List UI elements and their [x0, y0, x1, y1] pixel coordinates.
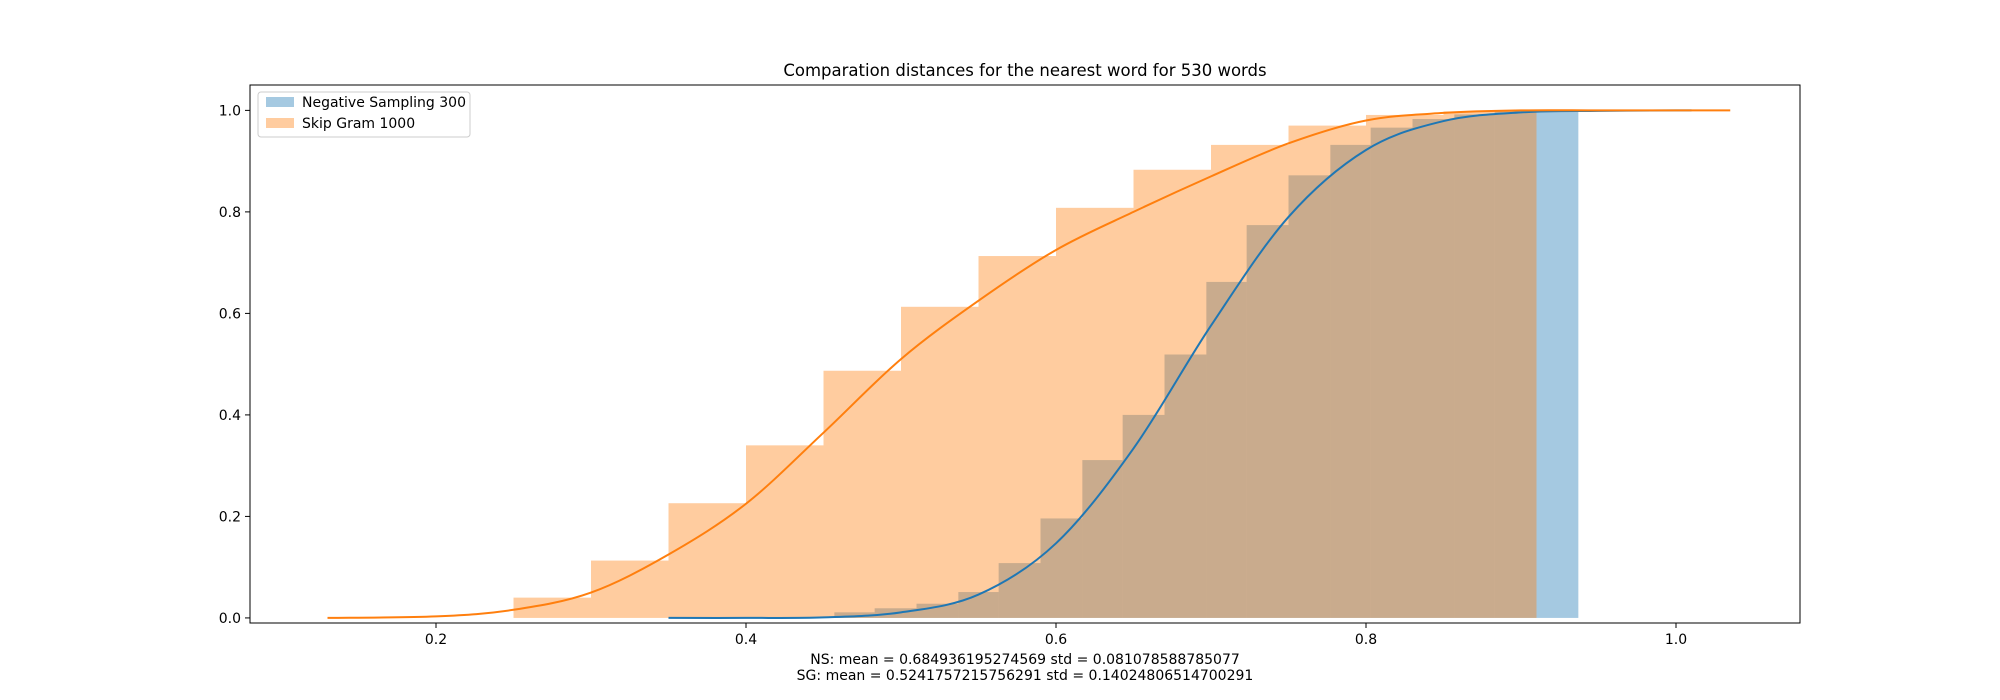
- ns-histogram-bar-20: [1494, 111, 1537, 618]
- sg-histogram-bar-13: [1521, 110, 1537, 618]
- ns-histogram-bar-13: [1206, 281, 1247, 618]
- sg-histogram-bar-3: [746, 445, 824, 618]
- ns-histogram-bar-19: [1454, 114, 1495, 618]
- y-tick-label: 0.6: [219, 306, 241, 322]
- legend-label-ns: Negative Sampling 300: [302, 95, 466, 111]
- legend: Negative Sampling 300 Skip Gram 1000: [257, 91, 471, 138]
- legend-swatch-ns: [266, 97, 294, 107]
- sg-stats-annotation: SG: mean = 0.5241757215756291 std = 0.14…: [797, 668, 1254, 684]
- sg-histogram-bar-9: [1211, 144, 1289, 618]
- ns-histogram-bar-7: [958, 592, 999, 618]
- ns-histogram-bar-4: [834, 612, 875, 618]
- ns-histogram-bar-9: [1040, 518, 1083, 618]
- sg-histogram-bar-0: [513, 597, 591, 618]
- sg-histogram-bar-12: [1443, 111, 1521, 618]
- chart-title: Comparation distances for the nearest wo…: [783, 61, 1266, 80]
- ns-histogram-bar-11: [1122, 414, 1165, 618]
- sg-histogram-bar-8: [1133, 169, 1211, 618]
- y-tick-label: 0.8: [219, 205, 241, 221]
- axes: 0.2 0.4 0.6 0.8 1.0 0.0 0.2 0.4 0.6 0.8 1.0: [219, 103, 1687, 648]
- ns-histogram-bar-6: [916, 603, 959, 618]
- sg-histogram-bar-7: [1056, 207, 1134, 618]
- x-tick-label: 0.4: [735, 632, 757, 648]
- legend-label-sg: Skip Gram 1000: [302, 116, 415, 132]
- ns-histogram-bar-21: [1536, 110, 1579, 618]
- ns-histogram-bar-16: [1330, 144, 1371, 618]
- ns-stats-annotation: NS: mean = 0.684936195274569 std = 0.081…: [810, 652, 1240, 668]
- x-tick-label: 1.0: [1665, 632, 1687, 648]
- ns-histogram-bar-15: [1288, 175, 1331, 618]
- sg-histogram-bar-4: [823, 370, 901, 618]
- y-tick-label: 0.0: [219, 611, 241, 627]
- x-tick-label: 0.6: [1045, 632, 1067, 648]
- sg-histogram-bar-10: [1288, 125, 1366, 618]
- ns-histogram-bar-12: [1164, 354, 1207, 618]
- sg-histogram-bar-11: [1366, 114, 1444, 618]
- sg-histogram-bar-5: [901, 306, 979, 618]
- x-tick-label: 0.8: [1355, 632, 1377, 648]
- sg-cdf-curve: [327, 109, 1731, 619]
- legend-swatch-sg: [266, 118, 294, 128]
- y-tick-label: 0.4: [219, 408, 241, 424]
- y-tick-label: 1.0: [219, 103, 241, 119]
- plot-area: [327, 109, 1731, 619]
- x-tick-label: 0.2: [425, 632, 447, 648]
- ns-histogram-bar-17: [1370, 127, 1413, 618]
- ns-histogram-bar-14: [1246, 225, 1289, 618]
- y-tick-label: 0.2: [219, 509, 241, 525]
- sg-histogram-bar-1: [591, 560, 669, 618]
- sg-histogram-bar-6: [978, 256, 1056, 618]
- plot-frame: [249, 84, 1801, 624]
- legend-box: [257, 91, 471, 138]
- ns-histogram-bar-18: [1412, 119, 1455, 618]
- ns-histogram-bar-10: [1082, 460, 1123, 618]
- ns-cdf-curve: [668, 109, 1692, 619]
- sg-histogram-bar-2: [668, 503, 746, 618]
